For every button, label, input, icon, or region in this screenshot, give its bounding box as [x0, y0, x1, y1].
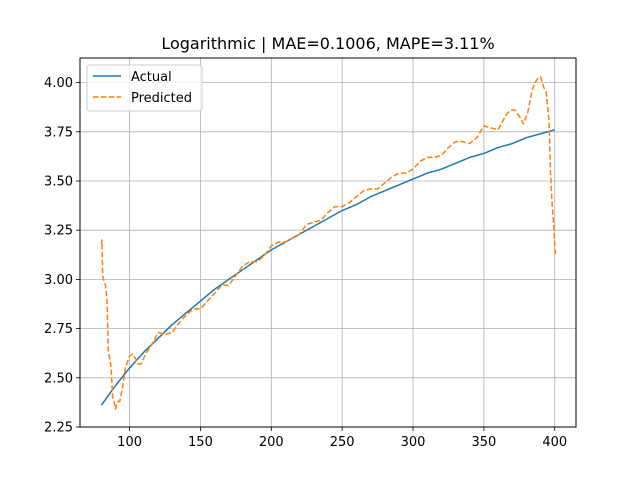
x-tick-label: 400	[542, 435, 567, 450]
x-tick-label: 300	[401, 435, 426, 450]
y-tick-label: 3.00	[44, 273, 73, 288]
series-line-predicted	[100, 75, 557, 411]
x-tick-label: 250	[330, 435, 355, 450]
series-lines	[100, 75, 557, 411]
x-tick-label: 350	[471, 435, 496, 450]
x-tick-label: 100	[117, 435, 142, 450]
series-line-actual	[100, 129, 555, 406]
y-tick-label: 2.25	[44, 421, 73, 436]
chart-title: Logarithmic | MAE=0.1006, MAPE=3.11%	[161, 34, 494, 53]
y-tick-label: 3.25	[44, 224, 73, 239]
y-tick-label: 2.75	[44, 322, 73, 337]
legend-label-predicted: Predicted	[131, 91, 192, 106]
legend-label-actual: Actual	[131, 70, 172, 85]
y-tick-label: 3.50	[44, 175, 73, 190]
y-tick-label: 2.50	[44, 371, 73, 386]
legend: Actual Predicted	[86, 64, 203, 112]
x-axis-ticks: 100 150 200 250 300 350 400	[117, 427, 567, 450]
plot-area-frame	[79, 57, 577, 428]
x-tick-label: 200	[259, 435, 284, 450]
y-tick-label: 4.00	[44, 76, 73, 91]
y-tick-label: 3.75	[44, 125, 73, 140]
x-tick-label: 150	[188, 435, 213, 450]
y-axis-ticks: 2.25 2.50 2.75 3.00 3.25 3.50 3.75 4.00	[44, 76, 80, 436]
